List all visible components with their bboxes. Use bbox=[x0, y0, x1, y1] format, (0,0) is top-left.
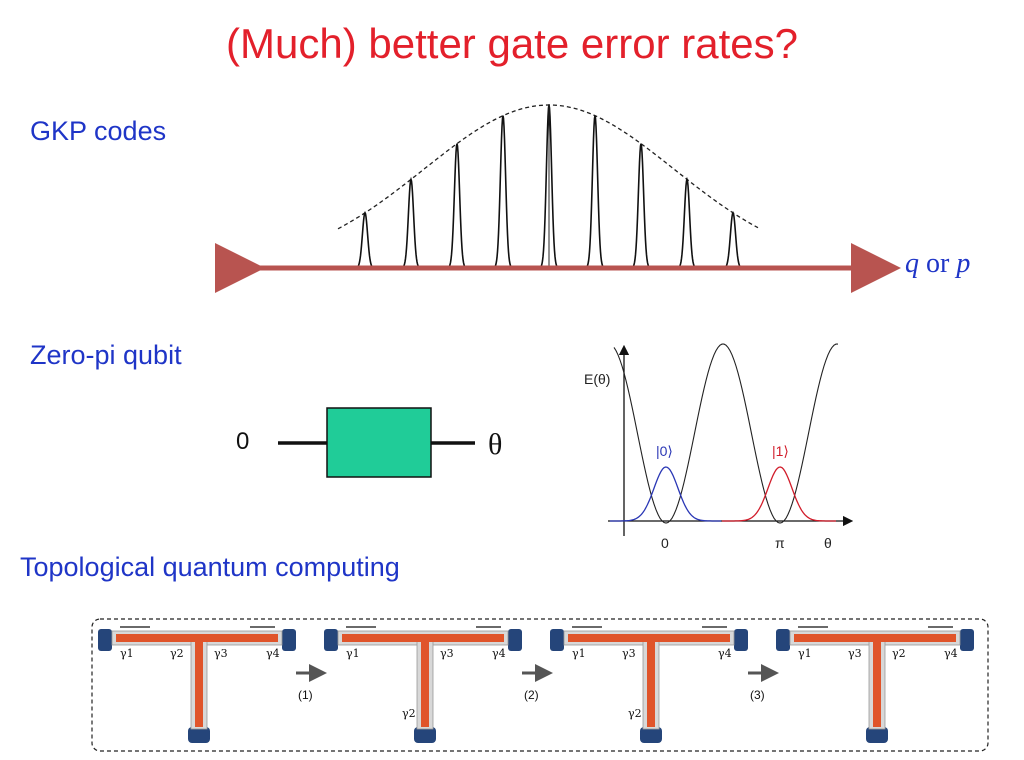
gate-output-label: θ bbox=[488, 428, 503, 461]
frame1-right-0: γ3 bbox=[214, 647, 228, 660]
state1-wavefunction bbox=[722, 466, 836, 522]
gkp-axis-label: q or p bbox=[905, 248, 970, 280]
axis-or-text: or bbox=[926, 248, 950, 279]
axis-var-p: p bbox=[956, 248, 971, 279]
frame1-left-1: γ2 bbox=[170, 647, 184, 660]
frame3-left-0: γ1 bbox=[572, 647, 586, 660]
frame4-left-0: γ1 bbox=[798, 647, 812, 660]
gkp-peak bbox=[355, 211, 375, 269]
frame4-left-1: γ3 bbox=[848, 647, 862, 660]
frame2-left-0: γ1 bbox=[346, 647, 360, 660]
step-label-2: (2) bbox=[524, 688, 539, 702]
zero-pi-label: Zero-pi qubit bbox=[30, 340, 182, 370]
gkp-codes-label: GKP codes bbox=[30, 116, 167, 146]
gkp-peak bbox=[447, 143, 467, 269]
plot-xlabel: θ bbox=[824, 535, 832, 551]
gate-input-label: 0 bbox=[236, 428, 250, 455]
gkp-peak bbox=[631, 143, 651, 269]
frame3-right-1: γ4 bbox=[718, 647, 732, 660]
gkp-peak bbox=[723, 211, 743, 269]
gkp-peak bbox=[401, 176, 421, 269]
potential-curve bbox=[613, 343, 838, 524]
frame4-right-0: γ2 bbox=[892, 647, 906, 660]
axis-var-q: q bbox=[905, 248, 919, 279]
frame1-left-0: γ1 bbox=[120, 647, 134, 660]
plot-ylabel: E(θ) bbox=[584, 371, 610, 387]
zero-pi-gate bbox=[278, 407, 475, 478]
frame4-right-1: γ4 bbox=[944, 647, 958, 660]
frame2-right-0: γ3 bbox=[440, 647, 454, 660]
state0-label: |0⟩ bbox=[656, 443, 673, 459]
frame1-right-1: γ4 bbox=[266, 647, 280, 660]
braiding-step-frame-1: γ1 γ2 γ3 γ4 bbox=[97, 626, 297, 744]
state1-label: |1⟩ bbox=[772, 443, 789, 459]
braiding-diagram: γ1 γ2 γ3 γ4 (1) γ1 γ3 γ4 γ2 (2) γ1 γ3 γ4… bbox=[91, 618, 989, 752]
braiding-step-frame-3: γ1 γ3 γ4 γ2 bbox=[549, 626, 749, 744]
zero-pi-potential-plot: E(θ) |0⟩ |1⟩ 0 π θ bbox=[584, 343, 854, 551]
xtick-pi: π bbox=[775, 535, 785, 551]
gate-box bbox=[326, 407, 432, 478]
frame2-right-1: γ4 bbox=[492, 647, 506, 660]
slide-title: (Much) better gate error rates? bbox=[226, 20, 798, 67]
gkp-peak bbox=[677, 176, 697, 269]
step-label-3: (3) bbox=[750, 688, 765, 702]
state0-wavefunction bbox=[610, 466, 721, 522]
gkp-peak bbox=[493, 115, 513, 269]
gkp-wavefunction-diagram bbox=[215, 104, 901, 293]
braiding-step-frame-4: γ1 γ3 γ2 γ4 bbox=[775, 626, 975, 744]
xtick-0: 0 bbox=[661, 535, 669, 551]
frame2-bottom: γ2 bbox=[402, 707, 416, 720]
frame3-left-1: γ3 bbox=[622, 647, 636, 660]
topological-label: Topological quantum computing bbox=[20, 552, 400, 582]
frame3-bottom: γ2 bbox=[628, 707, 642, 720]
gkp-peak bbox=[585, 115, 605, 269]
step-label-1: (1) bbox=[298, 688, 313, 702]
braiding-step-frame-2: γ1 γ3 γ4 γ2 bbox=[323, 626, 523, 744]
